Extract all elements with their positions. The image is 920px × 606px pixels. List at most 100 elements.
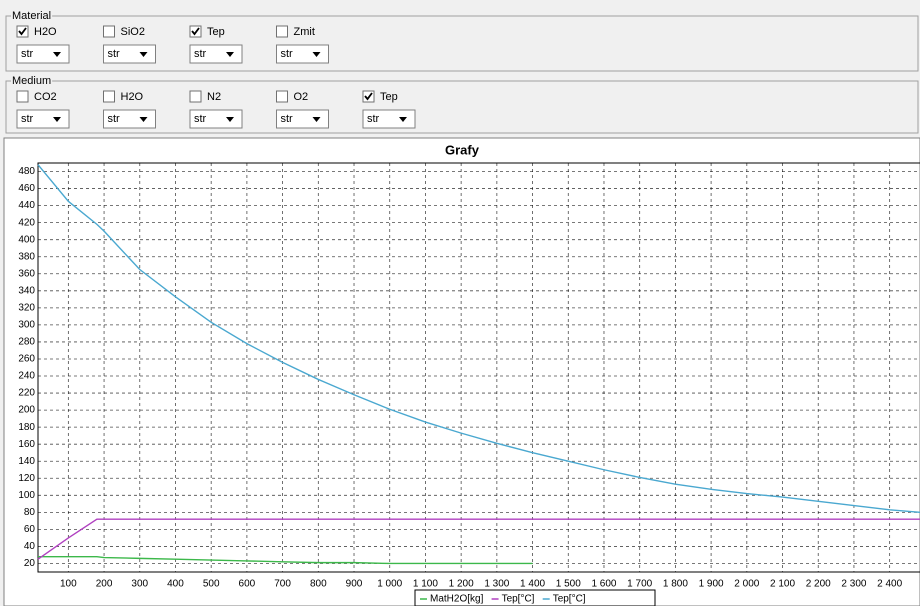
dropdown-value[interactable]: str bbox=[194, 48, 207, 60]
checkbox-label[interactable]: O2 bbox=[294, 91, 309, 103]
y-tick-label: 180 bbox=[18, 422, 35, 433]
x-tick-label: 900 bbox=[346, 579, 363, 590]
checkbox-label[interactable]: SiO2 bbox=[121, 26, 145, 38]
dropdown[interactable] bbox=[362, 109, 416, 129]
x-tick-label: 1 100 bbox=[413, 579, 438, 590]
x-tick-label: 1 300 bbox=[484, 579, 509, 590]
y-tick-label: 300 bbox=[18, 320, 35, 331]
dropdown-arrow bbox=[53, 52, 61, 57]
checkbox[interactable] bbox=[189, 90, 202, 103]
dropdown[interactable] bbox=[276, 109, 329, 129]
chart-area bbox=[3, 137, 920, 606]
checkbox-label[interactable]: Zmit bbox=[294, 26, 315, 38]
x-tick-label: 1 000 bbox=[377, 579, 402, 590]
check-mark bbox=[18, 27, 27, 36]
dropdown-arrow bbox=[399, 117, 407, 122]
y-tick-label: 380 bbox=[18, 251, 35, 262]
series-line bbox=[37, 164, 920, 514]
x-tick-label: 300 bbox=[131, 579, 148, 590]
checkbox[interactable] bbox=[276, 25, 288, 38]
x-tick-label: 2 400 bbox=[877, 579, 902, 590]
checkbox[interactable] bbox=[103, 90, 115, 103]
x-tick-label: 500 bbox=[203, 579, 220, 590]
y-tick-label: 140 bbox=[18, 456, 35, 467]
x-tick-label: 400 bbox=[167, 579, 184, 590]
y-tick-label: 320 bbox=[18, 302, 35, 313]
x-tick-label: 600 bbox=[239, 579, 256, 590]
checkbox-label[interactable]: Tep bbox=[207, 26, 225, 38]
x-tick-label: 1 500 bbox=[556, 579, 581, 590]
dropdown-arrow bbox=[312, 117, 321, 122]
y-tick-label: 360 bbox=[18, 268, 35, 279]
series-line bbox=[37, 518, 920, 560]
x-tick-label: 2 300 bbox=[841, 579, 866, 590]
dropdown-value[interactable]: str bbox=[21, 113, 34, 125]
group-title-bg bbox=[11, 74, 53, 87]
y-tick-label: 480 bbox=[18, 166, 35, 177]
dropdown[interactable] bbox=[189, 109, 243, 129]
dropdown-value[interactable]: str bbox=[108, 113, 121, 125]
dropdown-arrow bbox=[139, 117, 148, 122]
y-tick-label: 200 bbox=[18, 405, 35, 416]
x-tick-label: 700 bbox=[274, 579, 291, 590]
y-tick-label: 260 bbox=[18, 354, 35, 365]
y-tick-label: 420 bbox=[18, 217, 35, 228]
dropdown-arrow bbox=[226, 117, 234, 122]
y-tick-label: 20 bbox=[24, 558, 36, 569]
dropdown[interactable] bbox=[16, 109, 70, 129]
y-tick-label: 280 bbox=[18, 337, 35, 348]
group-title-bg bbox=[11, 9, 53, 22]
y-tick-label: 80 bbox=[24, 507, 36, 518]
dropdown[interactable] bbox=[16, 44, 70, 64]
y-tick-label: 220 bbox=[18, 388, 35, 399]
dropdown-value[interactable]: str bbox=[367, 113, 380, 125]
checkbox-label[interactable]: H2O bbox=[121, 91, 144, 103]
checkbox[interactable] bbox=[103, 25, 115, 38]
dropdown-arrow bbox=[139, 52, 148, 57]
y-tick-label: 340 bbox=[18, 285, 35, 296]
x-tick-label: 2 000 bbox=[734, 579, 759, 590]
x-tick-label: 1 600 bbox=[591, 579, 616, 590]
checkbox-label[interactable]: H2O bbox=[34, 26, 57, 38]
dropdown[interactable] bbox=[103, 44, 156, 64]
checkbox-label[interactable]: CO2 bbox=[34, 91, 57, 103]
dropdown-value[interactable]: str bbox=[281, 48, 294, 60]
x-tick-label: 200 bbox=[96, 579, 113, 590]
x-tick-label: 1 200 bbox=[449, 579, 474, 590]
x-tick-label: 1 800 bbox=[663, 579, 688, 590]
x-tick-label: 2 200 bbox=[806, 579, 831, 590]
x-tick-label: 2 100 bbox=[770, 579, 795, 590]
y-tick-label: 120 bbox=[18, 473, 35, 484]
dropdown-arrow bbox=[53, 117, 61, 122]
checkbox-label[interactable]: Tep bbox=[380, 91, 398, 103]
checkbox[interactable] bbox=[16, 90, 29, 103]
legend-label: Tep[°C] bbox=[553, 594, 586, 605]
x-tick-label: 100 bbox=[60, 579, 77, 590]
check-mark bbox=[191, 27, 200, 36]
group-title: Material bbox=[12, 10, 51, 22]
dropdown-value[interactable]: str bbox=[281, 113, 294, 125]
check-mark bbox=[364, 92, 373, 101]
checkbox[interactable] bbox=[276, 90, 288, 103]
legend bbox=[414, 589, 656, 606]
dropdown[interactable] bbox=[189, 44, 243, 64]
x-tick-label: 1 700 bbox=[627, 579, 652, 590]
dropdown-arrow bbox=[226, 52, 234, 57]
dropdown[interactable] bbox=[103, 109, 156, 129]
legend-label: Tep[°C] bbox=[502, 594, 535, 605]
checkbox-label[interactable]: N2 bbox=[207, 91, 221, 103]
dropdown-value[interactable]: str bbox=[21, 48, 34, 60]
group-title: Medium bbox=[12, 75, 51, 87]
legend-label: MatH2O[kg] bbox=[430, 594, 484, 605]
dropdown-value[interactable]: str bbox=[108, 48, 121, 60]
plot-frame bbox=[37, 162, 920, 573]
chart-title: Grafy bbox=[445, 142, 480, 157]
y-tick-label: 160 bbox=[18, 439, 35, 450]
dropdown-value[interactable]: str bbox=[194, 113, 207, 125]
x-tick-label: 800 bbox=[310, 579, 327, 590]
y-tick-label: 40 bbox=[24, 541, 36, 552]
medium-group bbox=[5, 80, 919, 134]
dropdown[interactable] bbox=[276, 44, 329, 64]
x-tick-label: 1 400 bbox=[520, 579, 545, 590]
